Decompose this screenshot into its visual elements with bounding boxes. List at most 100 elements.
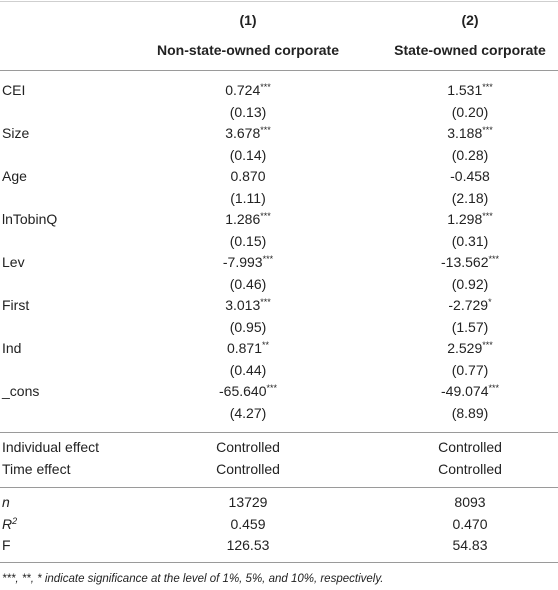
standard-error: (0.95) (229, 318, 267, 335)
coef-value: 0.870 (230, 168, 266, 184)
coefficient: 1.298*** (360, 210, 558, 228)
coef-value: -13.562 (441, 254, 489, 270)
coef-value: -65.640 (219, 383, 267, 399)
coefficient: -49.074*** (360, 382, 558, 400)
coefficient: 0.871** (138, 339, 358, 357)
coef-value: -49.074 (441, 383, 489, 399)
stat-cell: 13729 (228, 494, 268, 510)
standard-error: (0.15) (229, 232, 267, 249)
coefficient: 3.188*** (360, 124, 558, 142)
coef-value: -0.458 (450, 168, 490, 184)
stat-cell: 0.459 (230, 515, 266, 532)
significance-stars: *** (482, 211, 493, 221)
rule (0, 432, 558, 433)
significance-stars: *** (260, 297, 271, 307)
standard-error: (0.14) (229, 146, 267, 163)
standard-error: (0.20) (451, 103, 489, 120)
coef-value: 1.531 (447, 82, 483, 98)
coefficient: 3.013*** (138, 296, 358, 314)
row-label: _cons (2, 383, 40, 399)
label-text: n (2, 494, 10, 510)
coefficient: -13.562*** (360, 253, 558, 271)
standard-error: (0.77) (451, 361, 489, 378)
coef-value: 1.298 (447, 211, 483, 227)
coef-value: 3.188 (447, 125, 483, 141)
control-cell: Controlled (438, 439, 502, 455)
label-sup: 2 (12, 515, 18, 526)
coef-value: 3.678 (225, 125, 261, 141)
coefficient: -7.993*** (138, 253, 358, 271)
standard-error: (0.44) (229, 361, 267, 378)
row-label: Ind (2, 340, 22, 356)
coefficient: 3.678*** (138, 124, 358, 142)
significance-stars: *** (260, 211, 271, 221)
coef-value: 0.724 (225, 82, 261, 98)
column-number: (1) (239, 12, 257, 28)
significance-stars: *** (262, 254, 274, 264)
standard-error: (0.46) (229, 275, 267, 292)
significance-stars: *** (482, 82, 493, 92)
significance-stars: *** (260, 82, 271, 92)
standard-error: (4.27) (229, 404, 267, 421)
standard-error: (8.89) (451, 404, 489, 421)
column-title: Non-state-owned corporate (156, 42, 339, 58)
label-text: R (2, 515, 13, 532)
standard-error: (0.13) (229, 103, 267, 120)
stat-cell: 8093 (454, 494, 486, 510)
coefficient: -65.640*** (138, 382, 358, 400)
coefficient: 2.529*** (360, 339, 558, 357)
significance-stars: *** (266, 383, 277, 393)
row-label: F (2, 536, 11, 554)
row-label: R2 (2, 515, 17, 533)
row-label: Individual effect (2, 439, 100, 455)
significance-stars: *** (260, 125, 271, 135)
stat-cell: 126.53 (226, 537, 270, 553)
coef-value: -7.993 (222, 254, 263, 270)
row-label: Time effect (2, 461, 71, 477)
row-label: First (2, 297, 30, 313)
coefficient: 0.724*** (138, 81, 358, 99)
significance-stars: * (488, 297, 492, 307)
rule (0, 1, 558, 2)
row-label: n (2, 493, 10, 511)
row-label: Lev (2, 254, 25, 270)
control-cell: Controlled (438, 461, 502, 477)
row-label: CEI (2, 82, 26, 98)
footnote: ***, **, * indicate significance at the … (2, 573, 384, 585)
significance-stars: *** (488, 383, 499, 393)
rule (0, 70, 558, 71)
row-label: Age (2, 168, 27, 184)
rule (0, 562, 558, 563)
label-text: F (2, 537, 11, 553)
standard-error: (2.18) (451, 189, 489, 206)
significance-stars: *** (482, 125, 493, 135)
coefficient: -2.729* (360, 296, 558, 314)
standard-error: (0.28) (451, 146, 489, 163)
coefficient: -0.458 (360, 167, 558, 185)
significance-stars: *** (482, 340, 493, 350)
row-label: lnTobinQ (2, 211, 58, 227)
coefficient: 0.870 (138, 167, 358, 185)
coef-value: 3.013 (225, 297, 261, 313)
standard-error: (1.11) (230, 189, 266, 206)
column-title: State-owned corporate (394, 42, 546, 58)
significance-stars: ** (262, 340, 270, 350)
standard-error: (1.57) (451, 318, 489, 335)
stat-cell: 54.83 (452, 537, 488, 553)
coef-value: 0.871 (226, 340, 263, 356)
coefficient: 1.286*** (138, 210, 358, 228)
coefficient: 1.531*** (360, 81, 558, 99)
standard-error: (0.31) (451, 232, 489, 249)
significance-stars: *** (488, 254, 499, 264)
coef-value: 2.529 (447, 340, 483, 356)
row-label: Size (2, 125, 30, 141)
coef-value: -2.729 (448, 297, 489, 313)
coef-value: 1.286 (225, 211, 261, 227)
rule (0, 487, 558, 488)
stat-cell: 0.470 (452, 515, 488, 532)
column-number: (2) (461, 12, 479, 28)
control-cell: Controlled (216, 461, 280, 477)
control-cell: Controlled (216, 439, 280, 455)
standard-error: (0.92) (451, 275, 489, 292)
